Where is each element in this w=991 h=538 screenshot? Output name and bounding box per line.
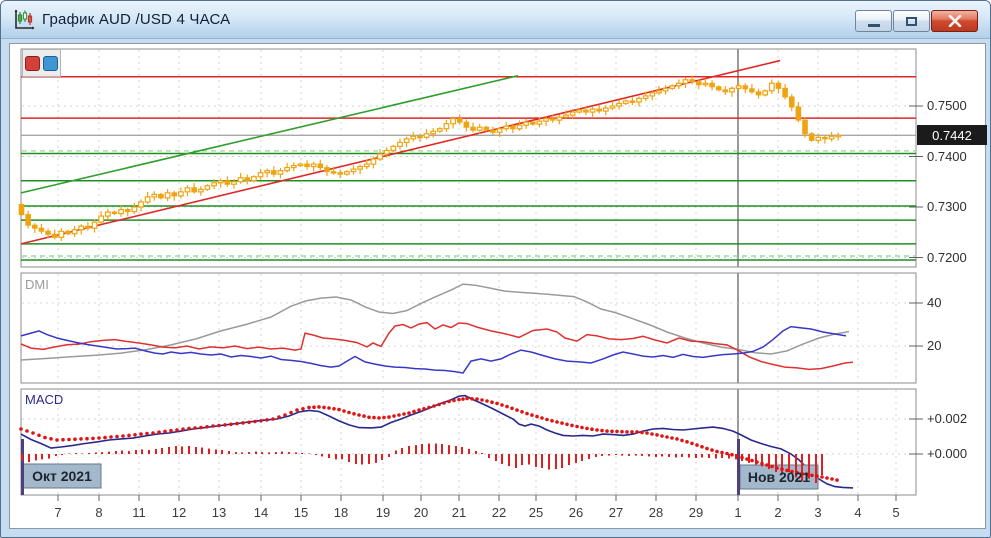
dmi-axis-label: 20	[927, 338, 942, 353]
blue-square-button[interactable]	[43, 55, 58, 71]
time-axis-label: 1	[734, 505, 742, 520]
time-axis-label: 13	[211, 505, 227, 520]
chart-toolbar	[22, 49, 61, 77]
window-title: График AUD /USD 4 ЧАСА	[42, 11, 231, 28]
minimize-button[interactable]	[855, 10, 892, 32]
dmi-panel-label: DMI	[25, 277, 49, 292]
time-axis-label: 12	[171, 505, 187, 520]
price-axis-label: 0.7300	[927, 199, 967, 214]
candlestick-chart-icon	[12, 8, 36, 32]
time-axis-label: 27	[608, 505, 624, 520]
red-square-button[interactable]	[25, 55, 40, 71]
time-axis-label: 11	[132, 505, 146, 520]
maximize-button[interactable]	[893, 10, 930, 32]
time-axis-label: 29	[688, 505, 704, 520]
current-price-badge: 0.7442	[917, 125, 987, 145]
window-controls	[855, 10, 978, 32]
time-axis-label: 15	[293, 505, 309, 520]
month-marker-label: Окт 2021	[32, 468, 92, 484]
time-axis-label: 4	[854, 505, 862, 520]
title-bar[interactable]: График AUD /USD 4 ЧАСА	[1, 1, 990, 39]
time-axis-label: 14	[253, 505, 269, 520]
time-axis-label: 5	[892, 505, 900, 520]
time-axis-label: 18	[333, 505, 349, 520]
close-icon	[948, 15, 961, 27]
time-axis-label: 2	[774, 505, 782, 520]
macd-axis-label: +0.002	[927, 411, 968, 426]
price-axis-label: 0.7200	[927, 249, 967, 265]
minimize-icon	[867, 23, 880, 27]
dmi-axis-label: 40	[927, 295, 942, 310]
time-axis-label: 7	[54, 505, 62, 520]
maximize-icon	[906, 16, 917, 26]
price-axis-label: 0.7400	[927, 148, 967, 164]
macd-axis-label: +0.000	[927, 446, 968, 461]
time-axis-label: 25	[528, 505, 544, 520]
time-axis-label: 26	[568, 505, 584, 520]
macd-panel-label: MACD	[25, 392, 64, 407]
time-axis-label: 19	[375, 505, 391, 520]
time-axis-label: 3	[814, 505, 822, 520]
time-axis-label: 20	[413, 505, 429, 520]
time-axis-label: 21	[451, 505, 467, 520]
close-button[interactable]	[931, 10, 978, 32]
time-axis-label: 28	[648, 505, 664, 520]
price-axis-label: 0.7500	[927, 98, 967, 113]
month-marker-label: Нов 2021	[747, 469, 811, 485]
time-axis-label: 8	[95, 505, 103, 520]
time-axis-label: 22	[491, 505, 507, 520]
